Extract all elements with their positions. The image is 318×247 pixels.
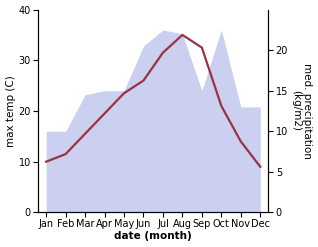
X-axis label: date (month): date (month) (114, 231, 192, 242)
Y-axis label: max temp (C): max temp (C) (5, 75, 16, 147)
Y-axis label: med. precipitation
(kg/m2): med. precipitation (kg/m2) (291, 63, 313, 159)
